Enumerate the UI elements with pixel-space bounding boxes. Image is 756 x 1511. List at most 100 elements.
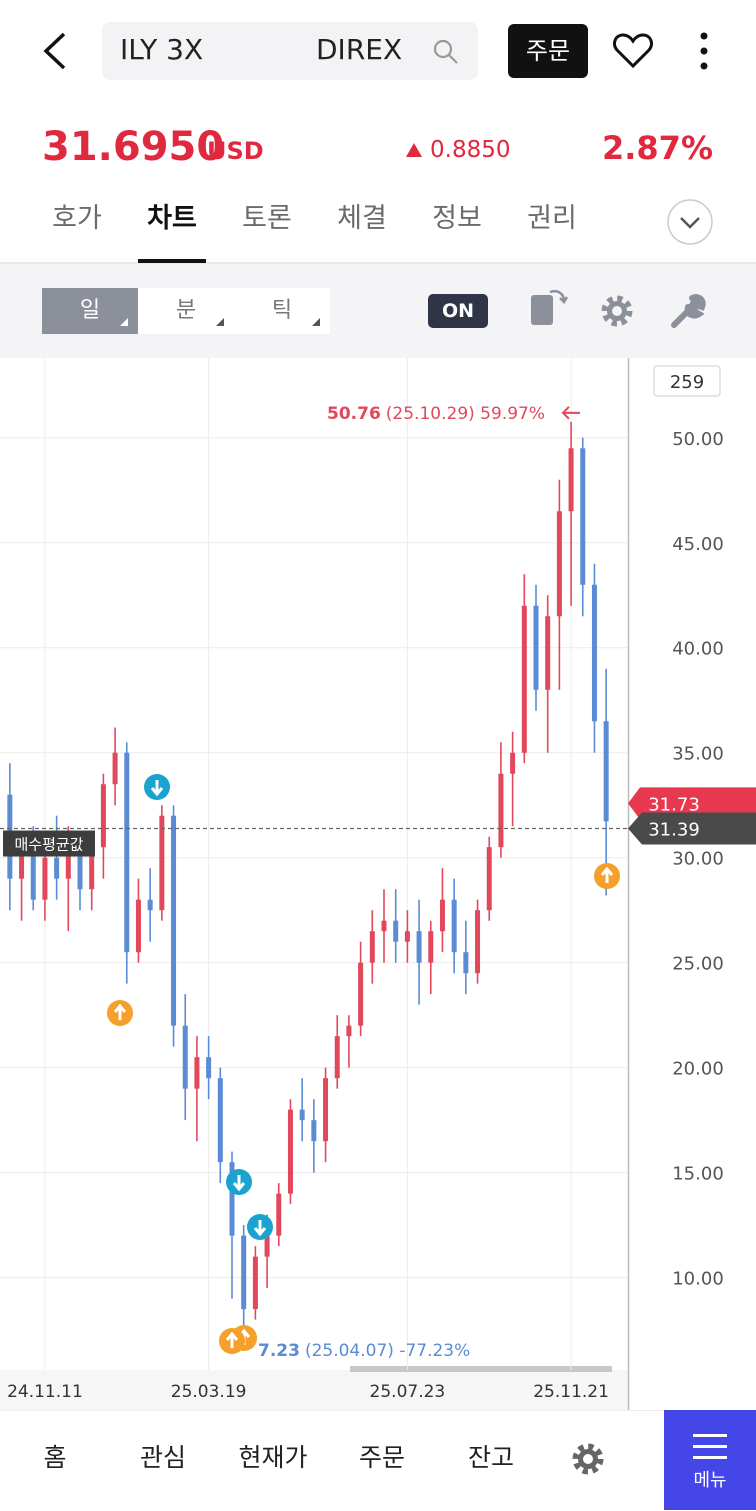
candle-body [404, 931, 410, 942]
up-triangle [406, 143, 422, 157]
tab[interactable]: 정보 [432, 203, 482, 234]
candle-body [299, 1109, 305, 1121]
buy-marker [219, 1328, 245, 1354]
marker-arrow [113, 1003, 127, 1020]
candle-body [498, 773, 504, 848]
period-button[interactable]: 분 [138, 288, 234, 334]
y-tick-label: 50.00 [672, 429, 724, 450]
y-tick-label: 10.00 [672, 1269, 724, 1290]
candle-body [358, 962, 364, 1026]
candle-body [124, 752, 130, 953]
back-button[interactable] [38, 30, 74, 72]
marker-arrow [150, 780, 164, 797]
nav-item[interactable]: 관심 [139, 1443, 186, 1472]
candle-body [451, 899, 457, 953]
candle-body [603, 721, 609, 822]
candle-body [311, 1120, 317, 1142]
candle-body [334, 1036, 340, 1079]
candle-body [171, 815, 177, 1026]
marker-arrow [225, 1331, 239, 1348]
bottom-nav [0, 1410, 756, 1511]
candle-body [89, 847, 95, 890]
search-box[interactable]: ILY 3X DIREX [102, 22, 478, 80]
change-percent: 2.87% [601, 129, 713, 167]
average-price-label: 매수평균값 [14, 836, 83, 854]
tools-icon[interactable] [668, 292, 708, 332]
average-price-value: 31.39 [648, 820, 700, 841]
candle-body [510, 752, 516, 774]
average-label-bg [3, 830, 95, 857]
order-button[interactable]: 주문 [508, 24, 588, 78]
high-annotation: 50.76 (25.10.29) 59.97% [327, 404, 545, 424]
y-tick-label: 45.00 [672, 534, 724, 555]
y-tick-label: 25.00 [672, 954, 724, 975]
candle-body [463, 952, 469, 974]
menu-button[interactable]: 메뉴 [664, 1410, 756, 1510]
nav-settings[interactable] [569, 1440, 607, 1478]
currency: USD [207, 137, 264, 165]
toggle-on[interactable]: ON [428, 294, 488, 328]
settings-icon[interactable] [598, 292, 636, 330]
candle-body [323, 1078, 329, 1142]
nav-item[interactable]: 홈 [43, 1443, 67, 1472]
high-value: 50.76 [327, 404, 381, 424]
candle-body [264, 1235, 270, 1257]
candle-body [194, 1057, 200, 1089]
price: 31.6950 [42, 124, 225, 170]
tab[interactable]: 체결 [337, 203, 387, 234]
candle-body [486, 847, 492, 911]
search-text: DIREX [316, 33, 403, 66]
candle-body [393, 920, 399, 942]
candle-body [369, 931, 375, 963]
tab[interactable]: 차트 [147, 203, 197, 234]
candle-body [591, 584, 597, 722]
marker-arrow [232, 1175, 246, 1192]
x-tick-label: 24.11.11 [7, 1382, 83, 1402]
sell-marker [144, 774, 170, 800]
buy-marker [107, 1000, 133, 1026]
visible-count: 259 [670, 372, 704, 393]
candle-body [112, 752, 118, 785]
period-button[interactable]: 일 [42, 288, 138, 334]
tab[interactable]: 권리 [527, 203, 577, 234]
x-tick-label: 25.03.19 [171, 1382, 247, 1402]
last-price-label: 31.73 [648, 794, 700, 815]
tab[interactable]: 호가 [52, 203, 102, 234]
nav-item[interactable]: 현재가 [238, 1443, 308, 1472]
candle-body [241, 1235, 247, 1310]
y-tick-label: 40.00 [672, 639, 724, 660]
nav-item[interactable]: 잔고 [467, 1443, 514, 1472]
candle-body [568, 448, 574, 512]
divider [0, 262, 756, 264]
candle-body [276, 1193, 282, 1236]
candle-body [346, 1025, 352, 1037]
nav-item[interactable]: 주문 [358, 1443, 405, 1472]
candle-body [206, 1057, 212, 1079]
menu-label: 메뉴 [693, 1470, 727, 1491]
favorite-button[interactable] [612, 32, 654, 70]
x-tick-label: 25.07.23 [370, 1382, 446, 1402]
rotate-icon[interactable] [528, 286, 570, 328]
candle-body [147, 899, 153, 911]
marker-arrow [600, 866, 614, 883]
period-button[interactable]: 틱 [234, 288, 330, 334]
tab[interactable]: 토론 [242, 203, 292, 234]
tab-underline [138, 259, 206, 263]
candle-body [580, 448, 586, 585]
average-price-tag [628, 812, 756, 845]
sell-marker [226, 1169, 252, 1195]
search-icon [433, 39, 458, 64]
buy-marker [594, 863, 620, 889]
candle-body [30, 847, 36, 900]
expand-button[interactable] [666, 198, 714, 246]
scrollbar[interactable] [350, 1366, 612, 1372]
y-tick-label: 15.00 [672, 1164, 724, 1185]
y-tick-label: 20.00 [672, 1059, 724, 1080]
candle-body [159, 815, 165, 911]
chart: 10.00 15.00 20.00 25.00 30.00 35.00 40.00 45.00… [0, 358, 756, 1410]
candle-body [100, 784, 106, 848]
candle-body [533, 605, 539, 690]
x-tick-label: 25.11.21 [533, 1382, 609, 1402]
more-button[interactable] [694, 30, 714, 72]
